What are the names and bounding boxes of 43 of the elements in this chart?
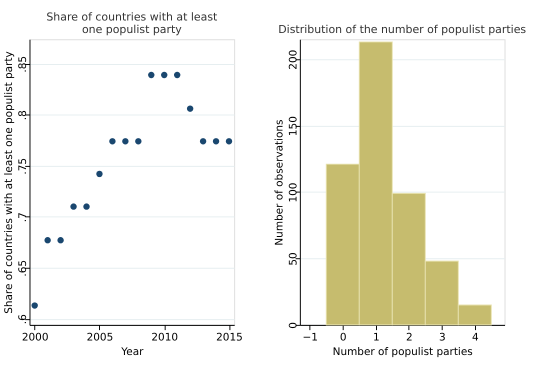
x-tick-label: 3 <box>438 332 446 344</box>
point <box>96 170 103 178</box>
x-tick-label: 2015 <box>216 332 243 344</box>
point <box>44 237 51 244</box>
y-tick-label: .85 <box>17 56 30 73</box>
point <box>174 72 180 78</box>
x-tick-label: 2005 <box>86 332 114 344</box>
point <box>212 138 220 144</box>
chart-title: Distribution of the number of populist parties <box>278 23 526 36</box>
point <box>135 138 142 144</box>
chart-title: Share of countries with at least one populist party <box>46 10 218 36</box>
point <box>57 237 64 244</box>
point <box>161 72 168 78</box>
x-tick-label: 2 <box>406 332 413 344</box>
x-tick-label: 0 <box>340 332 347 344</box>
point <box>70 203 77 210</box>
y-tick-label: 100 <box>288 182 300 203</box>
y-tick-label: .75 <box>17 158 30 175</box>
y-tick-label: .7 <box>17 212 30 222</box>
x-tick-label: −1 <box>302 332 318 344</box>
point <box>148 72 154 78</box>
x-tick-label: 2000 <box>22 332 48 344</box>
y-tick-label: .8 <box>17 110 30 120</box>
point <box>122 138 129 144</box>
y-tick-label: .6 <box>17 314 30 324</box>
y-tick-label: 200 <box>288 50 300 70</box>
point <box>186 105 194 112</box>
x-axis-title: Year <box>120 346 144 358</box>
y-tick-label: 50 <box>288 252 300 266</box>
point <box>32 302 38 309</box>
y-axis-title: Share of countries with at least one populist party <box>2 51 15 314</box>
y-tick-label: 150 <box>288 116 300 136</box>
y-axis-title: Number of observations <box>273 119 286 246</box>
x-axis-title: Number of populist parties <box>332 346 473 358</box>
x-tick-label: 4 <box>472 332 479 344</box>
y-tick-label: .65 <box>17 260 30 277</box>
x-tick-label: 2010 <box>151 332 178 344</box>
point <box>109 138 116 144</box>
x-tick-label: 1 <box>372 332 380 344</box>
point <box>83 203 90 210</box>
point <box>200 138 206 144</box>
y-tick-label: 0 <box>288 322 300 329</box>
point <box>226 138 232 144</box>
